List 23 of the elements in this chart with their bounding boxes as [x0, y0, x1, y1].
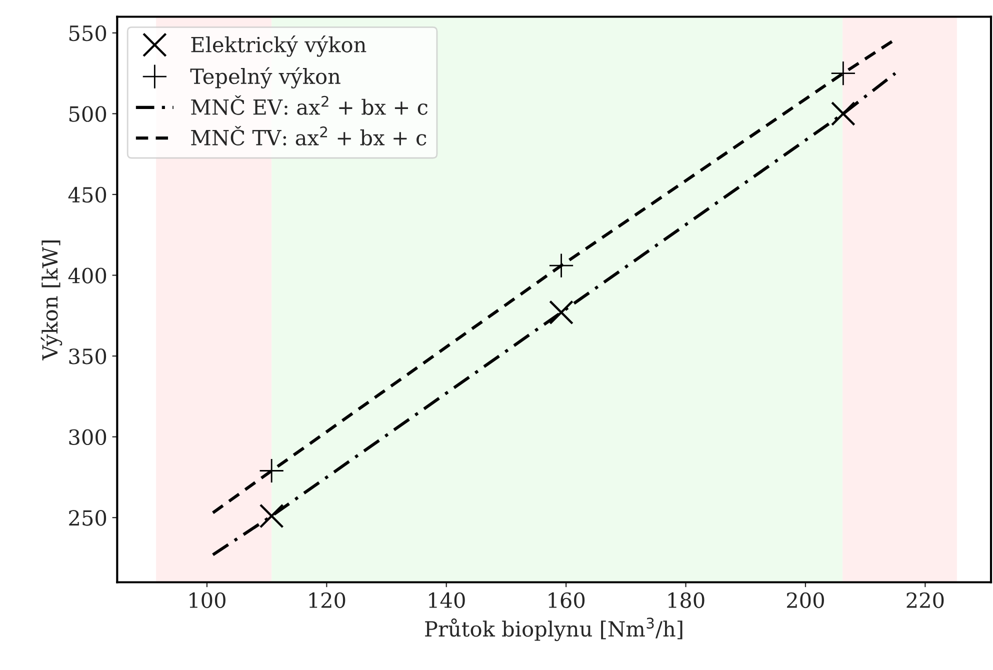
y-tick-label: 300 [69, 429, 106, 446]
x-tick-label: 120 [309, 592, 346, 608]
y-tick-label: 250 [69, 510, 106, 526]
x-tick-label: 220 [906, 592, 944, 608]
x-tick-label: 100 [190, 592, 226, 608]
legend-label: Elektrický výkon [191, 36, 366, 57]
x-tick-label: 180 [668, 592, 704, 608]
y-tick-label: 400 [68, 268, 106, 284]
x-tick-label: 200 [787, 592, 824, 608]
y-axis-title: Výkon [kW] [40, 240, 62, 360]
point [549, 254, 574, 278]
y-tick-label: 350 [69, 348, 106, 364]
y-tick-label: 450 [68, 186, 106, 203]
x-axis-title: Průtok bioplynu [Nm$^{3}$/h] [425, 618, 682, 642]
point [260, 458, 284, 483]
point [831, 61, 855, 86]
y-tick-label: 500 [69, 106, 106, 122]
legend-label: MNČ TV: ax$^{2}$ + bx + c [191, 126, 426, 146]
x-tick-label: 140 [429, 592, 465, 608]
y-tick-label: 550 [69, 25, 106, 42]
x-tick-label: 160 [548, 592, 585, 608]
legend-label: MNČ EV: ax$^{2}$ + bx + c [191, 95, 428, 115]
legend-label: Tepelný výkon [190, 67, 340, 88]
